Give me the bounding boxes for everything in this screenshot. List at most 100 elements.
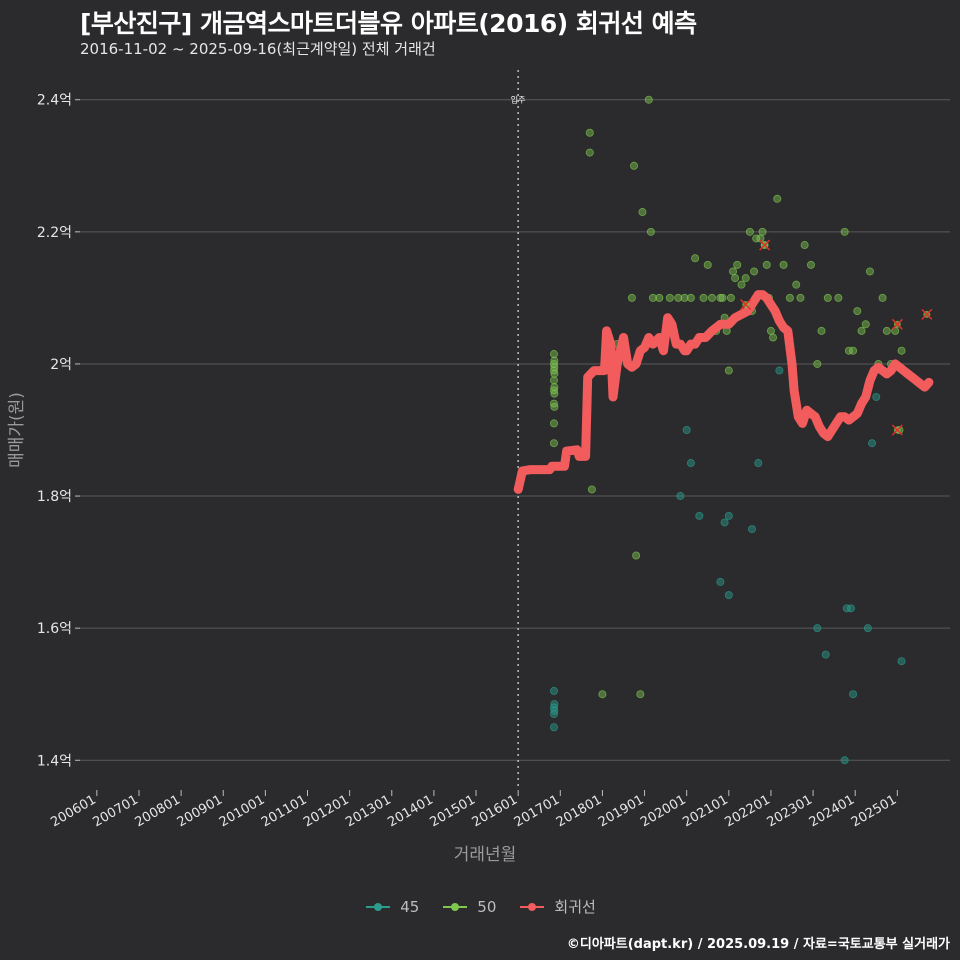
y-tick-label: 2.2억: [37, 225, 72, 241]
data-point-45: [846, 604, 855, 613]
data-point-45: [868, 439, 877, 448]
legend-key-50: [441, 900, 469, 914]
regression-line: [513, 290, 934, 494]
outlier-markers: [740, 239, 933, 436]
data-point-50: [549, 439, 558, 448]
data-point-50: [752, 234, 761, 243]
x-tick-label: 201001: [217, 792, 267, 830]
data-point-50: [785, 293, 794, 302]
data-point-50: [630, 161, 639, 170]
data-point-45: [849, 690, 858, 699]
legend-label-45: 45: [400, 897, 420, 916]
data-point-45: [863, 624, 872, 633]
data-point-45: [813, 624, 822, 633]
data-point-50: [632, 551, 641, 560]
legend-item-regression: 회귀선: [518, 896, 596, 917]
data-point-50: [707, 293, 716, 302]
x-tick-label: 202001: [638, 792, 688, 830]
data-point-50: [779, 260, 788, 269]
data-point-50: [758, 227, 767, 236]
data-point-50: [724, 366, 733, 375]
data-point-50: [733, 260, 742, 269]
source-caption: ©디아파트(dapt.kr) / 2025.09.19 / 자료=국토교통부 실…: [566, 937, 950, 952]
y-tick-label: 2억: [50, 357, 72, 373]
data-point-45: [872, 392, 881, 401]
x-tick-label: 201701: [512, 792, 562, 830]
x-tick-label: 201301: [343, 792, 393, 830]
data-point-45: [549, 686, 558, 695]
data-point-50: [549, 419, 558, 428]
y-tick-label: 1.4억: [37, 753, 72, 769]
data-point-45: [716, 577, 725, 586]
data-point-50: [750, 267, 759, 276]
data-point-50: [878, 293, 887, 302]
data-point-45: [842, 604, 851, 613]
legend-key-regression: [518, 900, 546, 914]
data-point-50: [796, 293, 805, 302]
data-point-50: [585, 148, 594, 157]
grid-lines: [80, 99, 950, 761]
data-point-45: [695, 511, 704, 520]
x-axis-label: 거래년월: [454, 845, 517, 865]
data-point-50: [665, 293, 674, 302]
data-point-50: [726, 293, 735, 302]
outlier-cross: [740, 298, 752, 311]
outlier-marker: [921, 308, 933, 320]
y-tick-label: 1.8억: [37, 489, 72, 505]
data-point-50: [769, 333, 778, 342]
data-point-50: [806, 260, 815, 269]
x-tick-label: 201601: [470, 792, 520, 830]
legend: 45 50 회귀선: [0, 896, 960, 917]
data-point-45: [720, 518, 729, 527]
outlier-cross: [891, 318, 903, 330]
legend-item-45: 45: [364, 898, 419, 916]
y-tick-label: 2.4억: [37, 93, 72, 109]
data-point-50: [648, 293, 657, 302]
outlier-cross: [921, 308, 933, 320]
legend-label-50: 50: [477, 897, 497, 916]
data-point-50: [897, 346, 906, 355]
y-tick-label: 1.6억: [37, 621, 72, 637]
chart-subtitle: 2016-11-02 ~ 2025-09-16(최근계약일) 전체 거래건: [80, 40, 436, 58]
data-point-50: [762, 260, 771, 269]
data-point-50: [882, 326, 891, 335]
data-point-50: [587, 485, 596, 494]
data-point-50: [844, 346, 853, 355]
x-tick-label: 202301: [765, 792, 815, 830]
data-point-50: [674, 293, 683, 302]
outlier-cross: [891, 424, 903, 436]
outlier-marker: [891, 424, 903, 436]
data-points: [549, 95, 906, 765]
data-point-50: [550, 383, 559, 392]
data-point-50: [598, 690, 607, 699]
data-point-50: [741, 274, 750, 283]
data-point-50: [834, 293, 843, 302]
data-point-50: [703, 260, 712, 269]
data-point-45: [724, 591, 733, 600]
data-point-50: [817, 326, 826, 335]
data-point-45: [676, 492, 685, 501]
x-tick-label: 201101: [259, 792, 309, 830]
data-point-50: [644, 95, 653, 104]
data-point-45: [840, 756, 849, 765]
x-tick-label: 201201: [301, 792, 351, 830]
data-point-50: [766, 326, 775, 335]
data-point-50: [729, 267, 738, 276]
data-point-50: [840, 227, 849, 236]
x-tick-label: 201501: [428, 792, 478, 830]
data-point-50: [549, 399, 558, 408]
data-point-45: [550, 700, 559, 709]
data-point-50: [745, 227, 754, 236]
data-point-50: [716, 293, 725, 302]
data-point-45: [897, 657, 906, 666]
outlier-marker: [891, 318, 903, 330]
data-point-50: [638, 208, 647, 217]
data-point-45: [549, 723, 558, 732]
data-point-50: [718, 293, 727, 302]
x-tick-label: 200601: [48, 792, 98, 830]
legend-label-regression: 회귀선: [554, 898, 596, 916]
data-point-50: [861, 320, 870, 329]
data-point-50: [699, 293, 708, 302]
data-point-45: [724, 511, 733, 520]
x-tick-label: 201401: [385, 792, 435, 830]
